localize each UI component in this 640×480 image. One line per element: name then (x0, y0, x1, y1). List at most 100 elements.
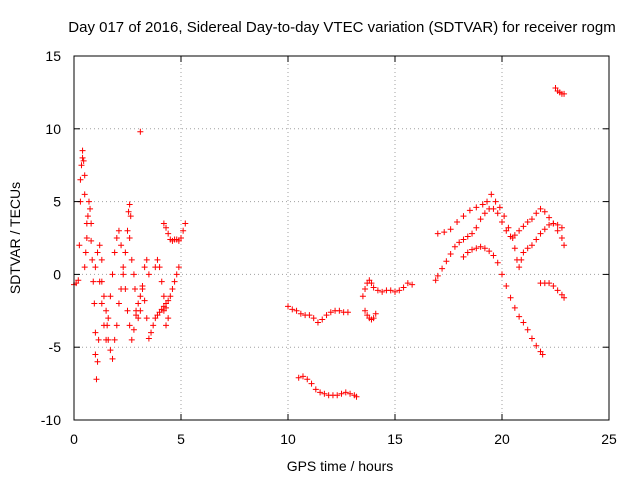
data-point (481, 210, 488, 217)
data-point (299, 373, 306, 380)
series-arc-mid-b (295, 373, 360, 400)
data-point (163, 322, 170, 329)
series-arc-early-d (126, 235, 152, 322)
grid-lines (74, 56, 609, 420)
data-point (490, 205, 497, 212)
data-point (520, 223, 527, 230)
data-point (507, 294, 514, 301)
data-point (143, 315, 150, 322)
data-point (85, 198, 92, 205)
data-point (160, 220, 167, 227)
data-point (115, 300, 122, 307)
data-point (347, 390, 354, 397)
data-point (505, 224, 512, 231)
data-point (94, 358, 101, 365)
data-point (160, 307, 167, 314)
data-point (516, 313, 523, 320)
data-point (499, 271, 505, 278)
data-point (496, 204, 503, 211)
data-point (293, 307, 300, 314)
data-point (95, 336, 102, 343)
data-point (88, 237, 95, 244)
axis-ticks (73, 55, 610, 421)
x-tick-label: 15 (387, 431, 403, 447)
data-point (94, 249, 101, 256)
data-point (141, 264, 148, 271)
data-point (537, 205, 544, 212)
data-point (285, 303, 291, 310)
data-point (541, 208, 548, 215)
x-tick-label: 5 (177, 431, 185, 447)
data-point (511, 245, 518, 252)
series-arc-early-spike (71, 147, 88, 288)
data-point (126, 322, 133, 329)
data-point (81, 172, 88, 179)
data-point (118, 242, 125, 249)
data-point (558, 224, 565, 231)
data-point (98, 256, 105, 263)
data-point (80, 157, 87, 164)
data-point (509, 235, 516, 241)
data-point (137, 128, 144, 135)
data-point (518, 256, 525, 263)
data-point (82, 249, 89, 256)
data-point (180, 227, 187, 234)
data-point (454, 218, 461, 225)
data-point (91, 300, 98, 307)
data-point (460, 253, 467, 260)
data-point (87, 205, 94, 212)
data-point (130, 271, 137, 278)
data-point (539, 351, 546, 358)
data-point (120, 264, 127, 271)
data-point (334, 392, 341, 399)
series-arc-early-g (160, 220, 189, 244)
data-point (127, 213, 134, 220)
data-point (150, 322, 157, 329)
data-point (533, 236, 540, 243)
x-tick-label: 0 (70, 431, 78, 447)
data-point (528, 216, 535, 223)
data-point (81, 191, 88, 198)
data-point (477, 243, 484, 250)
data-point (92, 351, 99, 358)
data-point (524, 326, 531, 333)
data-point (312, 386, 319, 393)
data-point (182, 220, 189, 227)
data-point (107, 293, 114, 300)
data-point (494, 210, 501, 217)
data-point (447, 226, 454, 233)
data-point (141, 297, 148, 304)
data-point (76, 242, 83, 249)
data-point (469, 230, 476, 237)
data-point (327, 309, 334, 316)
data-point (89, 256, 96, 263)
data-point (481, 245, 488, 252)
series-arc-early-c (96, 227, 150, 343)
data-point (516, 227, 523, 234)
data-point (122, 285, 129, 292)
data-point (432, 277, 439, 284)
data-point (156, 264, 163, 271)
data-point (338, 390, 345, 397)
data-point (396, 287, 403, 294)
data-point (139, 285, 146, 292)
data-point (494, 259, 501, 266)
data-point (488, 191, 495, 198)
data-point (353, 393, 360, 400)
data-point (477, 216, 484, 223)
data-point (126, 235, 133, 241)
data-point (100, 322, 107, 329)
data-point (528, 335, 535, 342)
data-point (473, 245, 480, 252)
series-arc-early-e (145, 264, 182, 342)
series-arc-late-b (434, 191, 565, 271)
data-point (554, 287, 561, 294)
series-arc-late-e (552, 85, 568, 97)
data-point (370, 315, 377, 322)
data-point (98, 300, 105, 307)
data-point (109, 355, 116, 362)
data-point (554, 221, 561, 228)
data-point (466, 207, 473, 214)
data-point (558, 235, 565, 241)
data-point (323, 312, 330, 319)
